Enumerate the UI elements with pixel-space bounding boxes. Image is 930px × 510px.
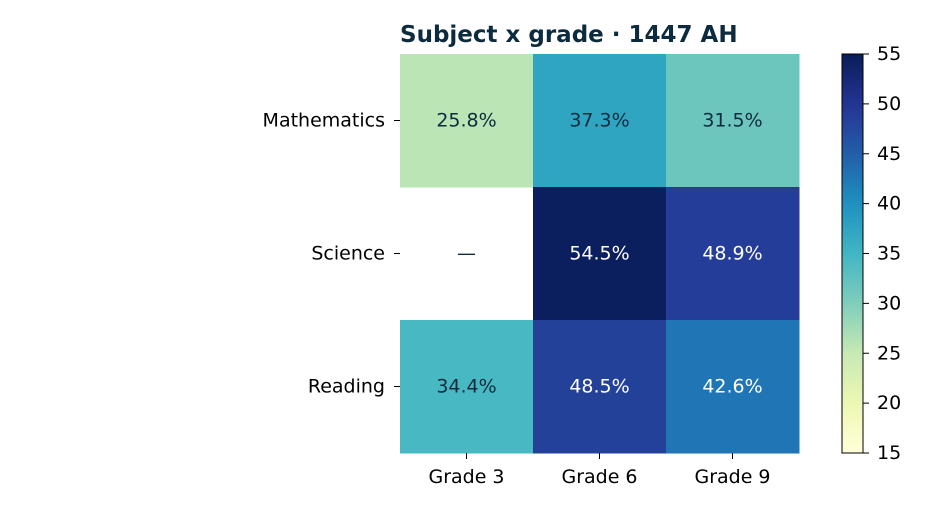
- colorbar-tick-label: 55: [877, 43, 901, 65]
- y-axis: Mathematics Science Reading: [263, 110, 400, 398]
- heatmap-cell: [666, 187, 800, 321]
- cell-value-label: 31.5%: [702, 110, 762, 132]
- cell-value-label: —: [457, 243, 476, 265]
- colorbar-tick-label: 30: [877, 292, 901, 314]
- heatmap-cell: [533, 187, 667, 321]
- x-tick-label: Grade 3: [428, 466, 504, 488]
- x-tick-label: Grade 9: [694, 466, 770, 488]
- cell-value-label: 25.8%: [436, 110, 496, 132]
- colorbar-tick-label: 50: [877, 93, 901, 115]
- cell-value-label: 34.4%: [436, 376, 496, 398]
- colorbar-tick-label: 20: [877, 392, 901, 414]
- heatmap-cells: [400, 54, 800, 454]
- y-tick-label: Reading: [308, 376, 385, 398]
- heatmap-cell: [533, 320, 667, 454]
- cell-value-label: 42.6%: [702, 376, 762, 398]
- cell-value-label: 37.3%: [569, 110, 629, 132]
- colorbar-tick-label: 35: [877, 243, 901, 265]
- heatmap-cell: [400, 320, 534, 454]
- colorbar: 15 20 25 30 35 40 45 50 55: [841, 43, 901, 464]
- chart-title: Subject x grade · 1447 AH: [400, 22, 738, 48]
- cell-labels: 25.8% 37.3% 31.5% — 54.5% 48.9% 34.4% 48.5% 42.6…: [436, 110, 762, 398]
- colorbar-gradient: [841, 53, 864, 454]
- x-axis: Grade 3 Grade 6 Grade 9: [428, 453, 771, 488]
- colorbar-tick-label: 15: [877, 442, 901, 464]
- y-tick-label: Science: [311, 243, 385, 265]
- colorbar-tick-label: 25: [877, 342, 901, 364]
- heatmap-cell: [666, 54, 800, 188]
- heatmap-cell: [533, 54, 667, 188]
- cell-value-label: 48.9%: [702, 243, 762, 265]
- heatmap-cell: [666, 320, 800, 454]
- cell-value-label: 54.5%: [569, 243, 629, 265]
- colorbar-tick-label: 40: [877, 193, 901, 215]
- cell-value-label: 48.5%: [569, 376, 629, 398]
- heatmap-cell: [400, 54, 534, 188]
- y-tick-label: Mathematics: [263, 110, 385, 132]
- x-tick-label: Grade 6: [561, 466, 637, 488]
- colorbar-tick-label: 45: [877, 143, 901, 165]
